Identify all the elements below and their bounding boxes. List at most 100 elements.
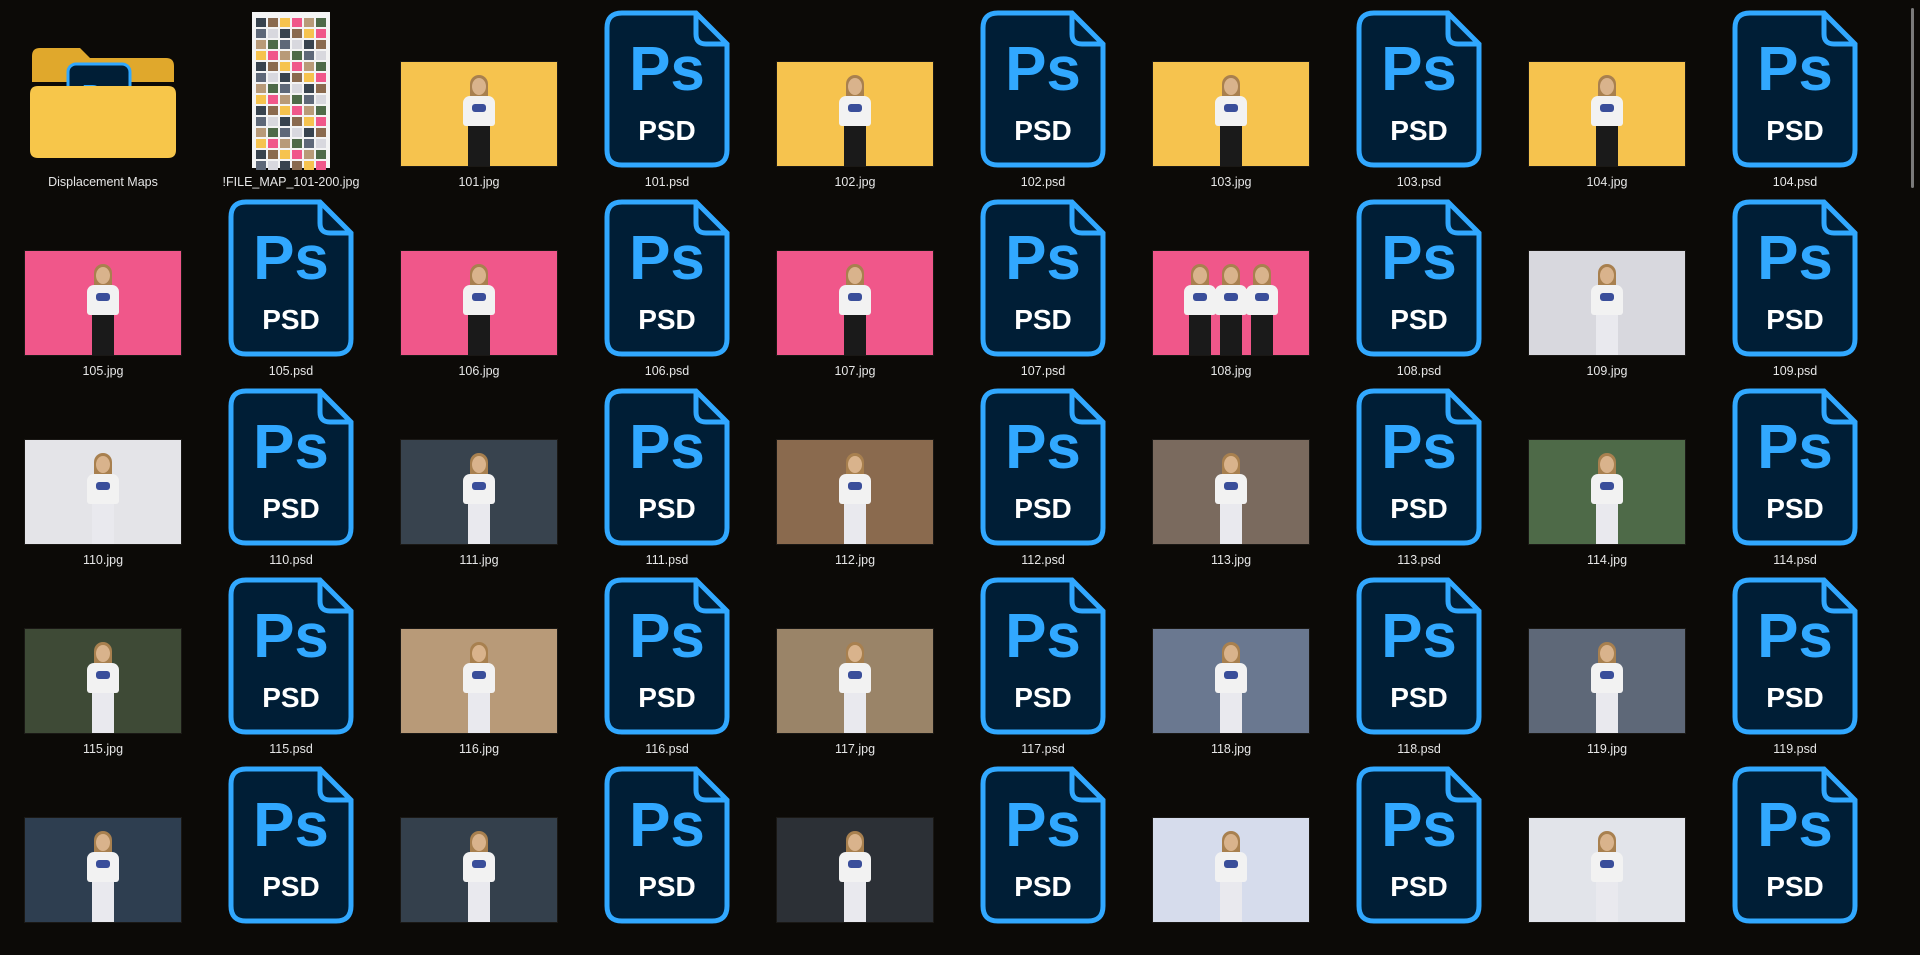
thumbnail-area: Ps PSD	[949, 199, 1137, 357]
file-item[interactable]: Ps PSD 119.psd	[1701, 577, 1889, 766]
thumbnail-area	[1137, 388, 1325, 546]
psd-icon-body	[1356, 388, 1482, 546]
psd-icon-fold	[1821, 391, 1855, 425]
file-item[interactable]: Ps PSD	[1701, 766, 1889, 955]
thumbnail-area: Ps PSD	[949, 577, 1137, 735]
file-item[interactable]: Ps PSD 117.psd	[949, 577, 1137, 766]
file-item[interactable]: 102.jpg	[761, 10, 949, 199]
file-item[interactable]: Ps PSD 113.psd	[1325, 388, 1513, 577]
psd-icon-fold	[1821, 13, 1855, 47]
file-item[interactable]: 117.jpg	[761, 577, 949, 766]
file-item[interactable]: Ps PSD 114.psd	[1701, 388, 1889, 577]
file-item[interactable]: Ps PSD 112.psd	[949, 388, 1137, 577]
psd-file-icon: Ps PSD	[1732, 766, 1858, 924]
psd-icon-body	[1356, 199, 1482, 357]
thumbnail-area	[761, 10, 949, 168]
file-item[interactable]: 109.jpg	[1513, 199, 1701, 388]
scrollbar-thumb[interactable]	[1911, 8, 1914, 188]
photoshop-icon: Ps PSD	[1356, 388, 1482, 546]
image-thumbnail	[1529, 440, 1685, 544]
photoshop-icon: Ps PSD	[980, 10, 1106, 168]
file-item[interactable]: Ps PSD 101.psd	[573, 10, 761, 199]
psd-icon-psd-text: PSD	[262, 682, 320, 713]
image-thumbnail	[1153, 251, 1309, 355]
file-item[interactable]: Ps PSD	[949, 766, 1137, 955]
file-item[interactable]: 106.jpg	[385, 199, 573, 388]
file-item[interactable]: Ps PSD 108.psd	[1325, 199, 1513, 388]
file-item[interactable]: Ps PSD 115.psd	[197, 577, 385, 766]
image-thumbnail	[1529, 62, 1685, 166]
file-item[interactable]: 110.jpg	[9, 388, 197, 577]
photoshop-icon: Ps PSD	[980, 199, 1106, 357]
file-item[interactable]: 114.jpg	[1513, 388, 1701, 577]
psd-icon-body	[604, 199, 730, 357]
image-thumbnail	[777, 818, 933, 922]
file-item[interactable]: Ps PSD	[1325, 766, 1513, 955]
file-item[interactable]: 116.jpg	[385, 577, 573, 766]
file-item[interactable]: 103.jpg	[1137, 10, 1325, 199]
file-item[interactable]	[1513, 766, 1701, 955]
vertical-scrollbar[interactable]	[1900, 0, 1920, 898]
file-item[interactable]: Ps PSD 104.psd	[1701, 10, 1889, 199]
file-item[interactable]: Ps PSD 103.psd	[1325, 10, 1513, 199]
thumbnail-area	[9, 577, 197, 735]
file-item[interactable]	[9, 766, 197, 955]
model-figure	[462, 639, 496, 733]
thumbnail-area	[385, 10, 573, 168]
file-item[interactable]: 115.jpg	[9, 577, 197, 766]
thumbnail-area: Ps PSD	[1325, 388, 1513, 546]
thumbnail-area	[1137, 199, 1325, 357]
file-item[interactable]: Ps PSD 107.psd	[949, 199, 1137, 388]
image-thumbnail	[401, 440, 557, 544]
model-figure	[462, 72, 496, 166]
psd-icon-ps-text: Ps	[1757, 35, 1833, 104]
folder-item[interactable]: Ps Displacement Maps	[9, 10, 197, 199]
file-item[interactable]	[385, 766, 573, 955]
psd-icon-ps-text: Ps	[629, 602, 705, 671]
file-item[interactable]: Ps PSD 109.psd	[1701, 199, 1889, 388]
file-name-label: 117.jpg	[834, 742, 876, 756]
file-item[interactable]: Ps PSD 102.psd	[949, 10, 1137, 199]
psd-file-icon: Ps PSD	[1356, 199, 1482, 357]
model-figure	[462, 828, 496, 922]
photoshop-icon: Ps PSD	[604, 388, 730, 546]
file-item[interactable]: Ps PSD 118.psd	[1325, 577, 1513, 766]
file-item[interactable]: 108.jpg	[1137, 199, 1325, 388]
file-item[interactable]: Ps PSD 111.psd	[573, 388, 761, 577]
file-item[interactable]: 104.jpg	[1513, 10, 1701, 199]
psd-icon-ps-text: Ps	[1757, 224, 1833, 293]
file-item[interactable]: Ps PSD	[573, 766, 761, 955]
file-item[interactable]: 118.jpg	[1137, 577, 1325, 766]
file-item[interactable]: 112.jpg	[761, 388, 949, 577]
file-name-label: 114.psd	[1773, 553, 1817, 567]
photoshop-icon: Ps PSD	[1356, 577, 1482, 735]
psd-icon-body	[1732, 388, 1858, 546]
file-item[interactable]: Ps PSD 116.psd	[573, 577, 761, 766]
file-item[interactable]: 105.jpg	[9, 199, 197, 388]
file-item[interactable]: !FILE_MAP_101-200.jpg	[197, 10, 385, 199]
file-item[interactable]	[1137, 766, 1325, 955]
photoshop-icon: Ps PSD	[1732, 577, 1858, 735]
file-item[interactable]: 119.jpg	[1513, 577, 1701, 766]
file-item[interactable]: 101.jpg	[385, 10, 573, 199]
image-thumbnail	[25, 251, 181, 355]
photoshop-icon: Ps PSD	[228, 388, 354, 546]
psd-icon-fold	[693, 580, 727, 614]
file-item[interactable]: 113.jpg	[1137, 388, 1325, 577]
file-item[interactable]: 107.jpg	[761, 199, 949, 388]
file-name-label: 105.jpg	[82, 364, 124, 378]
model-figure	[1590, 828, 1624, 922]
thumbnail-area: Ps PSD	[949, 10, 1137, 168]
file-item[interactable]: Ps PSD 110.psd	[197, 388, 385, 577]
photoshop-icon: Ps PSD	[604, 10, 730, 168]
file-item[interactable]: Ps PSD 106.psd	[573, 199, 761, 388]
image-thumbnail	[401, 251, 557, 355]
file-item[interactable]: Ps PSD	[197, 766, 385, 955]
file-item[interactable]: 111.jpg	[385, 388, 573, 577]
file-item[interactable]: Ps PSD 105.psd	[197, 199, 385, 388]
psd-icon-body	[980, 577, 1106, 735]
file-name-label: 117.psd	[1021, 742, 1065, 756]
psd-icon-ps-text: Ps	[1005, 413, 1081, 482]
file-item[interactable]	[761, 766, 949, 955]
